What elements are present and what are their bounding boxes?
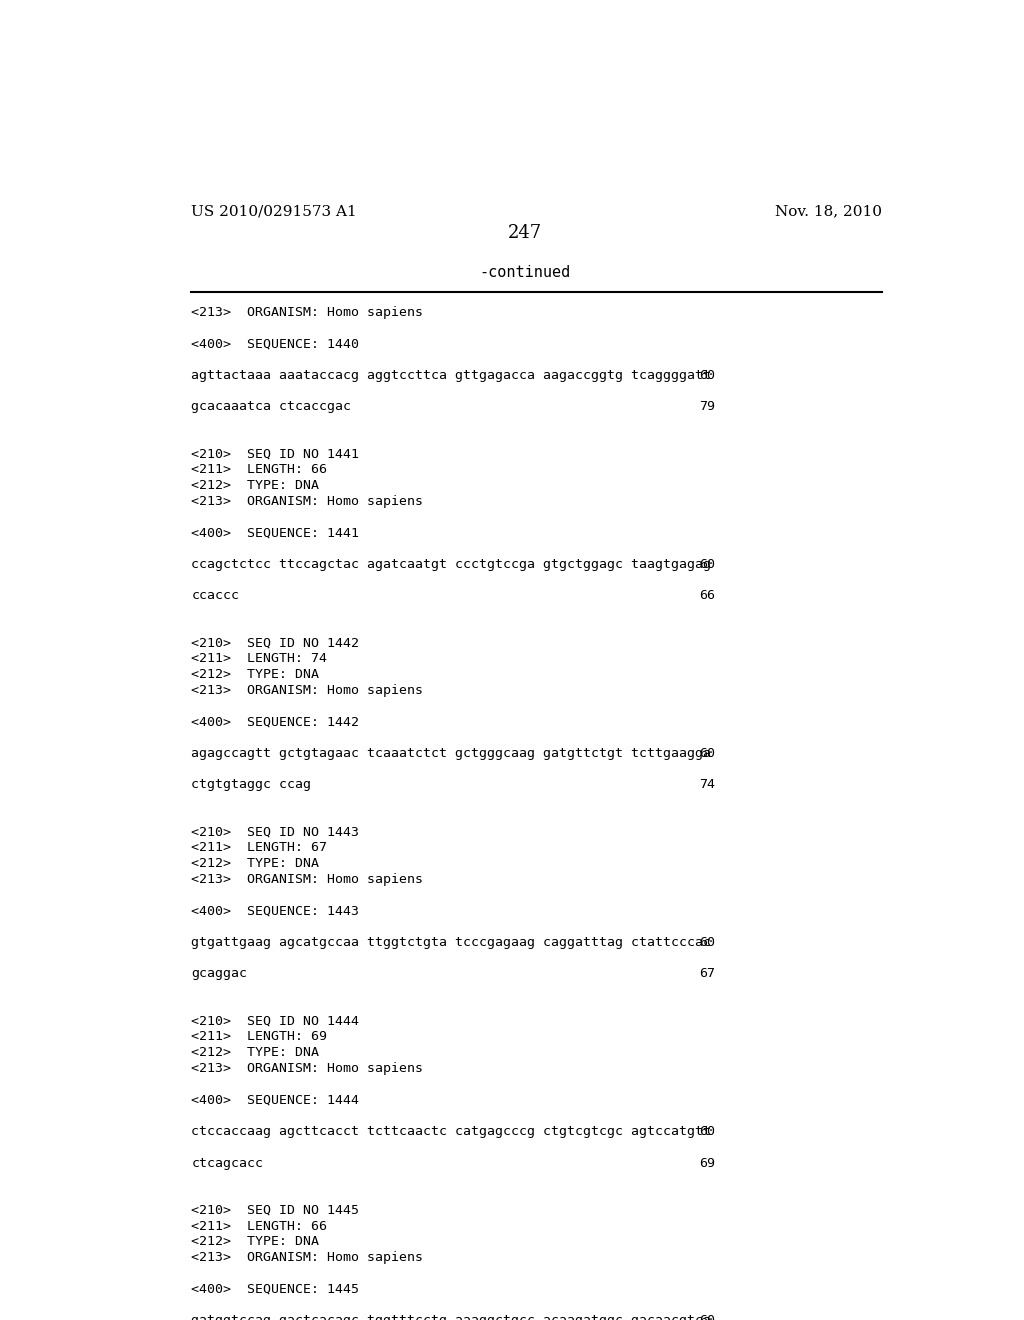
Text: ctgtgtaggc ccag: ctgtgtaggc ccag bbox=[191, 779, 311, 792]
Text: <211>  LENGTH: 66: <211> LENGTH: 66 bbox=[191, 463, 328, 477]
Text: <211>  LENGTH: 69: <211> LENGTH: 69 bbox=[191, 1031, 328, 1044]
Text: <210>  SEQ ID NO 1442: <210> SEQ ID NO 1442 bbox=[191, 636, 359, 649]
Text: 60: 60 bbox=[699, 558, 716, 570]
Text: gatggtccag gactcacagc tggtttcctg aaaggctgcc acaagatggc gacaacgtca: gatggtccag gactcacagc tggtttcctg aaaggct… bbox=[191, 1313, 712, 1320]
Text: 67: 67 bbox=[699, 968, 716, 981]
Text: 60: 60 bbox=[699, 1125, 716, 1138]
Text: <212>  TYPE: DNA: <212> TYPE: DNA bbox=[191, 479, 319, 492]
Text: <400>  SEQUENCE: 1443: <400> SEQUENCE: 1443 bbox=[191, 904, 359, 917]
Text: 60: 60 bbox=[699, 936, 716, 949]
Text: <210>  SEQ ID NO 1445: <210> SEQ ID NO 1445 bbox=[191, 1204, 359, 1217]
Text: 66: 66 bbox=[699, 589, 716, 602]
Text: <213>  ORGANISM: Homo sapiens: <213> ORGANISM: Homo sapiens bbox=[191, 306, 424, 318]
Text: <400>  SEQUENCE: 1445: <400> SEQUENCE: 1445 bbox=[191, 1283, 359, 1295]
Text: <210>  SEQ ID NO 1441: <210> SEQ ID NO 1441 bbox=[191, 447, 359, 461]
Text: <212>  TYPE: DNA: <212> TYPE: DNA bbox=[191, 668, 319, 681]
Text: <211>  LENGTH: 67: <211> LENGTH: 67 bbox=[191, 841, 328, 854]
Text: <400>  SEQUENCE: 1442: <400> SEQUENCE: 1442 bbox=[191, 715, 359, 729]
Text: Nov. 18, 2010: Nov. 18, 2010 bbox=[775, 205, 882, 218]
Text: ctcagcacc: ctcagcacc bbox=[191, 1156, 263, 1170]
Text: gcacaaatca ctcaccgac: gcacaaatca ctcaccgac bbox=[191, 400, 351, 413]
Text: ccagctctcc ttccagctac agatcaatgt ccctgtccga gtgctggagc taagtgagag: ccagctctcc ttccagctac agatcaatgt ccctgtc… bbox=[191, 558, 712, 570]
Text: <213>  ORGANISM: Homo sapiens: <213> ORGANISM: Homo sapiens bbox=[191, 684, 424, 697]
Text: <400>  SEQUENCE: 1440: <400> SEQUENCE: 1440 bbox=[191, 338, 359, 350]
Text: <400>  SEQUENCE: 1444: <400> SEQUENCE: 1444 bbox=[191, 1093, 359, 1106]
Text: <213>  ORGANISM: Homo sapiens: <213> ORGANISM: Homo sapiens bbox=[191, 495, 424, 508]
Text: <213>  ORGANISM: Homo sapiens: <213> ORGANISM: Homo sapiens bbox=[191, 1063, 424, 1074]
Text: gcaggac: gcaggac bbox=[191, 968, 248, 981]
Text: <210>  SEQ ID NO 1443: <210> SEQ ID NO 1443 bbox=[191, 826, 359, 838]
Text: gtgattgaag agcatgccaa ttggtctgta tcccgagaag caggatttag ctattcccac: gtgattgaag agcatgccaa ttggtctgta tcccgag… bbox=[191, 936, 712, 949]
Text: 60: 60 bbox=[699, 368, 716, 381]
Text: 79: 79 bbox=[699, 400, 716, 413]
Text: ccaccc: ccaccc bbox=[191, 589, 240, 602]
Text: ctccaccaag agcttcacct tcttcaactc catgagcccg ctgtcgtcgc agtccatgtt: ctccaccaag agcttcacct tcttcaactc catgagc… bbox=[191, 1125, 712, 1138]
Text: -continued: -continued bbox=[479, 265, 570, 280]
Text: <211>  LENGTH: 66: <211> LENGTH: 66 bbox=[191, 1220, 328, 1233]
Text: <212>  TYPE: DNA: <212> TYPE: DNA bbox=[191, 1047, 319, 1059]
Text: US 2010/0291573 A1: US 2010/0291573 A1 bbox=[191, 205, 357, 218]
Text: <212>  TYPE: DNA: <212> TYPE: DNA bbox=[191, 1236, 319, 1249]
Text: 74: 74 bbox=[699, 779, 716, 792]
Text: <400>  SEQUENCE: 1441: <400> SEQUENCE: 1441 bbox=[191, 527, 359, 540]
Text: agagccagtt gctgtagaac tcaaatctct gctgggcaag gatgttctgt tcttgaagga: agagccagtt gctgtagaac tcaaatctct gctgggc… bbox=[191, 747, 712, 760]
Text: 60: 60 bbox=[699, 1313, 716, 1320]
Text: <211>  LENGTH: 74: <211> LENGTH: 74 bbox=[191, 652, 328, 665]
Text: 60: 60 bbox=[699, 747, 716, 760]
Text: <210>  SEQ ID NO 1444: <210> SEQ ID NO 1444 bbox=[191, 1015, 359, 1028]
Text: <212>  TYPE: DNA: <212> TYPE: DNA bbox=[191, 857, 319, 870]
Text: <213>  ORGANISM: Homo sapiens: <213> ORGANISM: Homo sapiens bbox=[191, 873, 424, 886]
Text: <213>  ORGANISM: Homo sapiens: <213> ORGANISM: Homo sapiens bbox=[191, 1251, 424, 1265]
Text: 69: 69 bbox=[699, 1156, 716, 1170]
Text: 247: 247 bbox=[508, 224, 542, 243]
Text: agttactaaa aaataccacg aggtccttca gttgagacca aagaccggtg tcaggggatt: agttactaaa aaataccacg aggtccttca gttgaga… bbox=[191, 368, 712, 381]
